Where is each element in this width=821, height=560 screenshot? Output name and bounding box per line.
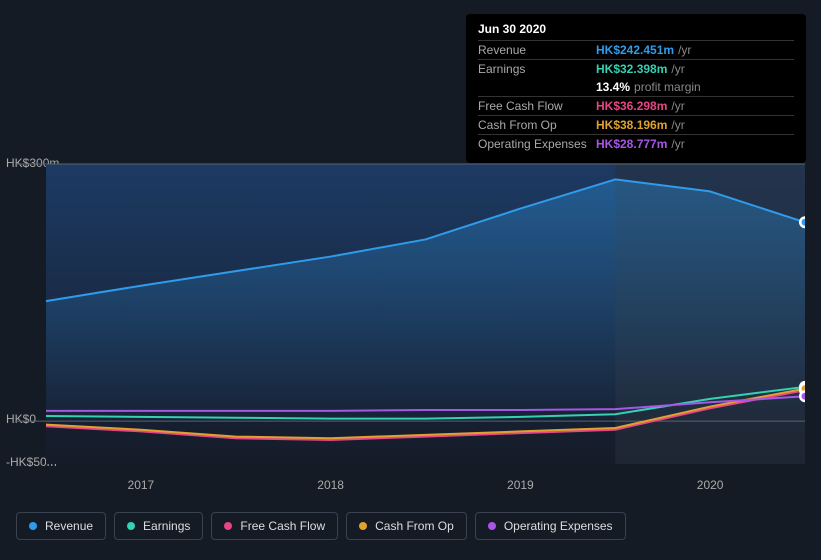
- tooltip-row: 13.4% profit margin: [478, 78, 794, 96]
- tooltip-label: Free Cash Flow: [478, 99, 596, 113]
- legend-item[interactable]: Free Cash Flow: [211, 512, 338, 540]
- tooltip-value: HK$242.451m: [596, 43, 674, 57]
- legend-label: Earnings: [143, 519, 190, 533]
- xlabel: 2019: [507, 478, 534, 492]
- tooltip-label: Revenue: [478, 43, 596, 57]
- tooltip-label: Operating Expenses: [478, 137, 596, 151]
- tooltip-row: Free Cash FlowHK$36.298m/yr: [478, 96, 794, 115]
- xlabel: 2020: [697, 478, 724, 492]
- tooltip-suffix: /yr: [678, 43, 691, 57]
- tooltip-suffix: /yr: [671, 62, 684, 76]
- legend-dot-icon: [224, 522, 232, 530]
- chart-svg: [16, 150, 805, 480]
- legend-dot-icon: [127, 522, 135, 530]
- tooltip-value: HK$32.398m: [596, 62, 667, 76]
- tooltip-label: Cash From Op: [478, 118, 596, 132]
- legend-item[interactable]: Revenue: [16, 512, 106, 540]
- tooltip-value: HK$38.196m: [596, 118, 667, 132]
- legend-label: Revenue: [45, 519, 93, 533]
- legend-label: Operating Expenses: [504, 519, 613, 533]
- legend-item[interactable]: Earnings: [114, 512, 203, 540]
- tooltip-row: RevenueHK$242.451m/yr: [478, 40, 794, 59]
- tooltip-value: HK$36.298m: [596, 99, 667, 113]
- legend-item[interactable]: Cash From Op: [346, 512, 467, 540]
- tooltip-label: Earnings: [478, 62, 596, 76]
- legend: Revenue Earnings Free Cash Flow Cash From O…: [16, 512, 626, 540]
- tooltip-suffix: /yr: [671, 118, 684, 132]
- x-axis: 2017 2018 2019 2020: [16, 478, 805, 498]
- xlabel: 2018: [317, 478, 344, 492]
- tooltip-row: Cash From OpHK$38.196m/yr: [478, 115, 794, 134]
- tooltip-suffix: /yr: [671, 99, 684, 113]
- tooltip-value: HK$28.777m: [596, 137, 667, 151]
- tooltip-rows: RevenueHK$242.451m/yrEarningsHK$32.398m/…: [478, 40, 794, 153]
- legend-dot-icon: [29, 522, 37, 530]
- tooltip-panel: Jun 30 2020 RevenueHK$242.451m/yrEarning…: [466, 14, 806, 163]
- tooltip-value: 13.4%: [596, 80, 630, 94]
- tooltip-label: [478, 80, 596, 94]
- xlabel: 2017: [128, 478, 155, 492]
- tooltip-row: EarningsHK$32.398m/yr: [478, 59, 794, 78]
- legend-item[interactable]: Operating Expenses: [475, 512, 626, 540]
- legend-dot-icon: [488, 522, 496, 530]
- tooltip-date: Jun 30 2020: [478, 22, 794, 40]
- legend-dot-icon: [359, 522, 367, 530]
- legend-label: Free Cash Flow: [240, 519, 325, 533]
- chart-area[interactable]: [16, 150, 805, 480]
- tooltip-suffix: /yr: [671, 137, 684, 151]
- legend-label: Cash From Op: [375, 519, 454, 533]
- tooltip-suffix: profit margin: [634, 80, 701, 94]
